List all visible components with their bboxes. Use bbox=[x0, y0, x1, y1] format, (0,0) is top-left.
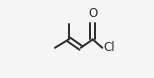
Text: Cl: Cl bbox=[103, 41, 115, 54]
Text: O: O bbox=[88, 7, 97, 20]
